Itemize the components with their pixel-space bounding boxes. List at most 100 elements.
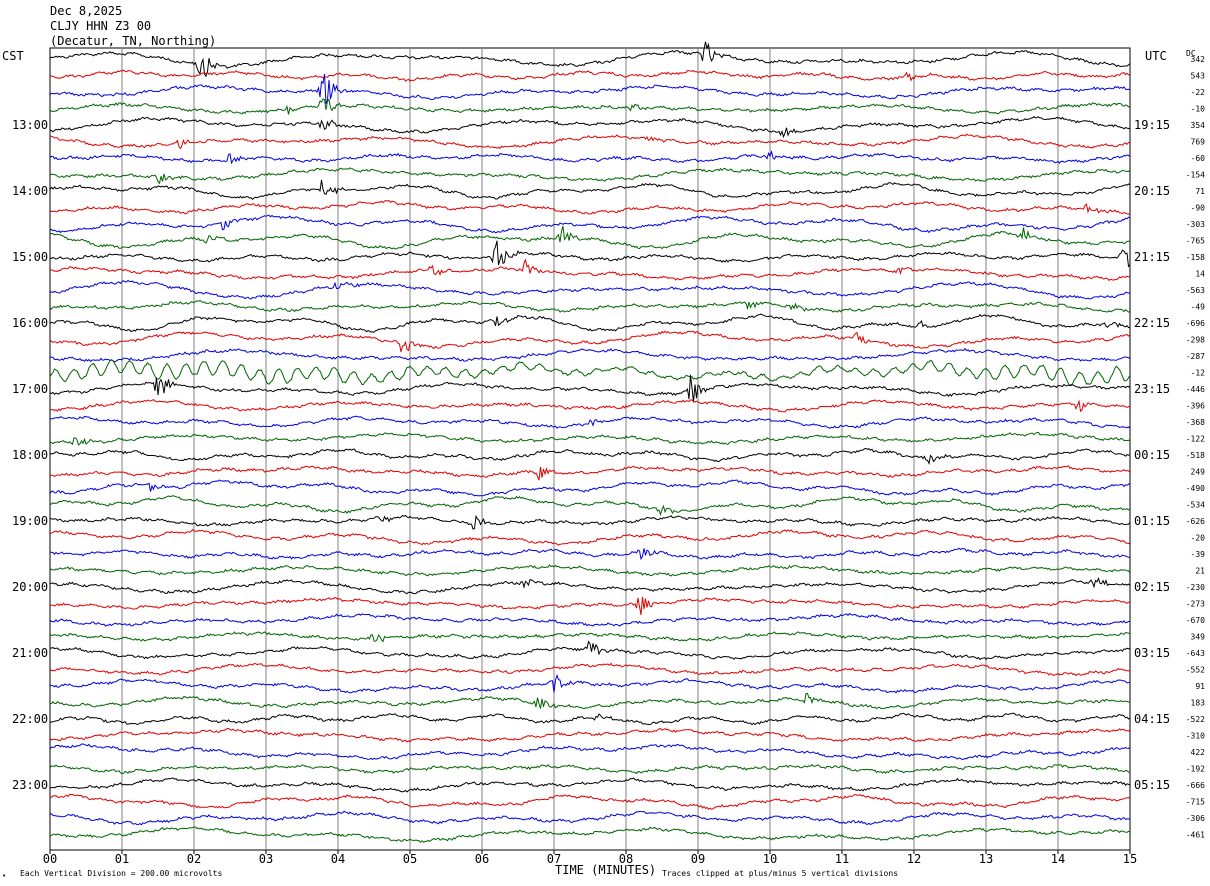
x-tick-label: 12	[907, 852, 921, 866]
minute-gridlines	[49, 47, 1131, 851]
dc-offset-label: 769	[1191, 138, 1206, 147]
left-time-labels: 13:00 14:00 15:00 16:00 17:00 18:00 19:00 20:00…	[12, 118, 48, 792]
x-tick-label: 10	[763, 852, 777, 866]
dc-offset-label: 21	[1195, 567, 1205, 576]
dc-offset-label: -715	[1186, 798, 1205, 807]
left-time-label: 22:00	[12, 712, 48, 726]
trace-line	[49, 225, 1131, 250]
x-tick-label: 14	[1051, 852, 1065, 866]
x-tick-label: 05	[403, 852, 417, 866]
right-time-labels: 19:15 20:15 21:15 22:15 23:15 00:15 01:15 02:15…	[1134, 118, 1170, 792]
trace-line	[49, 374, 1131, 403]
dc-offset-label: -446	[1186, 385, 1205, 394]
dc-offset-label: -154	[1186, 171, 1205, 180]
trace-line	[49, 514, 1131, 530]
trace-line	[49, 240, 1131, 268]
x-axis-tick-labels: 00 01 02 03 04 05 06 07 08 09 10 11 12 13 14 15	[43, 850, 1137, 866]
x-tick-label: 01	[115, 852, 129, 866]
x-tick-label: 13	[979, 852, 993, 866]
dc-offset-labels: 342 543 -22 -10 354 769 -60 -154 71 -90 -303 -765 -1…	[1186, 55, 1205, 840]
right-time-label: 02:15	[1134, 580, 1170, 594]
left-time-label: 21:00	[12, 646, 48, 660]
right-time-label: 21:15	[1134, 250, 1170, 264]
x-tick-label: 15	[1123, 852, 1137, 866]
x-axis-label: TIME (MINUTES)	[555, 863, 656, 877]
plot-frame	[49, 47, 1131, 851]
dc-offset-label: 349	[1191, 633, 1206, 642]
trace-line	[49, 596, 1131, 616]
header-location: (Decatur, TN, Northing)	[50, 34, 216, 48]
dc-offset-label: -666	[1186, 781, 1205, 790]
left-time-label: 13:00	[12, 118, 48, 132]
trace-line	[49, 564, 1131, 577]
dc-offset-label: 71	[1195, 187, 1205, 196]
dc-offset-label: -20	[1191, 534, 1206, 543]
dc-offset-label: 91	[1195, 682, 1205, 691]
right-time-label: 01:15	[1134, 514, 1170, 528]
trace-line	[49, 495, 1131, 517]
dc-offset-label: -303	[1186, 220, 1205, 229]
dc-offset-label: -22	[1191, 88, 1206, 97]
trace-line	[49, 465, 1131, 481]
trace-line	[49, 149, 1131, 165]
dc-offset-label: -306	[1186, 814, 1205, 823]
dc-offset-label: -310	[1186, 732, 1205, 741]
trace-line	[49, 743, 1131, 761]
trace-line	[49, 167, 1131, 185]
x-tick-label: 00	[43, 852, 57, 866]
seismic-traces	[49, 41, 1131, 844]
dc-offset-label: -765	[1186, 237, 1205, 246]
trace-line	[49, 547, 1131, 561]
trace-line	[49, 777, 1131, 793]
left-time-label: 18:00	[12, 448, 48, 462]
trace-line	[49, 810, 1131, 826]
dc-offset-label: -626	[1186, 517, 1205, 526]
left-time-label: 14:00	[12, 184, 48, 198]
trace-line	[49, 631, 1130, 643]
trace-line	[49, 576, 1131, 595]
left-time-label: 16:00	[12, 316, 48, 330]
right-time-label: 22:15	[1134, 316, 1170, 330]
trace-line	[50, 258, 1131, 282]
right-time-label: 04:15	[1134, 712, 1170, 726]
left-time-label: 15:00	[12, 250, 48, 264]
dc-offset-label: 183	[1191, 699, 1206, 708]
right-timezone-label: UTC	[1145, 49, 1167, 63]
header-station: CLJY HHN Z3 00	[50, 19, 151, 33]
trace-line	[49, 41, 1131, 78]
right-time-label: 05:15	[1134, 778, 1170, 792]
x-tick-label: 06	[475, 852, 489, 866]
dc-offset-label: 14	[1195, 270, 1205, 279]
trace-line	[49, 73, 1131, 104]
trace-line	[49, 98, 1131, 115]
right-time-label: 20:15	[1134, 184, 1170, 198]
trace-line	[49, 662, 1131, 677]
dc-offset-label: -368	[1186, 418, 1205, 427]
trace-line	[49, 330, 1131, 353]
right-time-label: 23:15	[1134, 382, 1170, 396]
trace-line	[49, 763, 1131, 775]
trace-line	[49, 300, 1131, 313]
trace-line	[49, 528, 1131, 546]
trace-line	[49, 415, 1131, 429]
dc-offset-label: -490	[1186, 484, 1205, 493]
dc-offset-label: -396	[1186, 402, 1205, 411]
left-time-label: 17:00	[12, 382, 48, 396]
left-time-label: 20:00	[12, 580, 48, 594]
dc-offset-label: -534	[1186, 501, 1205, 510]
dc-offset-label: 543	[1191, 72, 1206, 81]
dc-offset-label: -122	[1186, 435, 1205, 444]
trace-line	[49, 214, 1131, 234]
trace-line	[49, 727, 1131, 743]
x-tick-label: 11	[835, 852, 849, 866]
x-tick-label: 03	[259, 852, 273, 866]
trace-line	[49, 115, 1131, 139]
trace-line	[49, 69, 1131, 82]
dc-offset-label: 422	[1191, 748, 1206, 757]
x-tick-label: 02	[187, 852, 201, 866]
trace-line	[49, 673, 1131, 694]
left-time-label: 19:00	[12, 514, 48, 528]
dc-offset-label: -158	[1186, 253, 1205, 262]
dc-offset-label: -552	[1186, 666, 1205, 675]
